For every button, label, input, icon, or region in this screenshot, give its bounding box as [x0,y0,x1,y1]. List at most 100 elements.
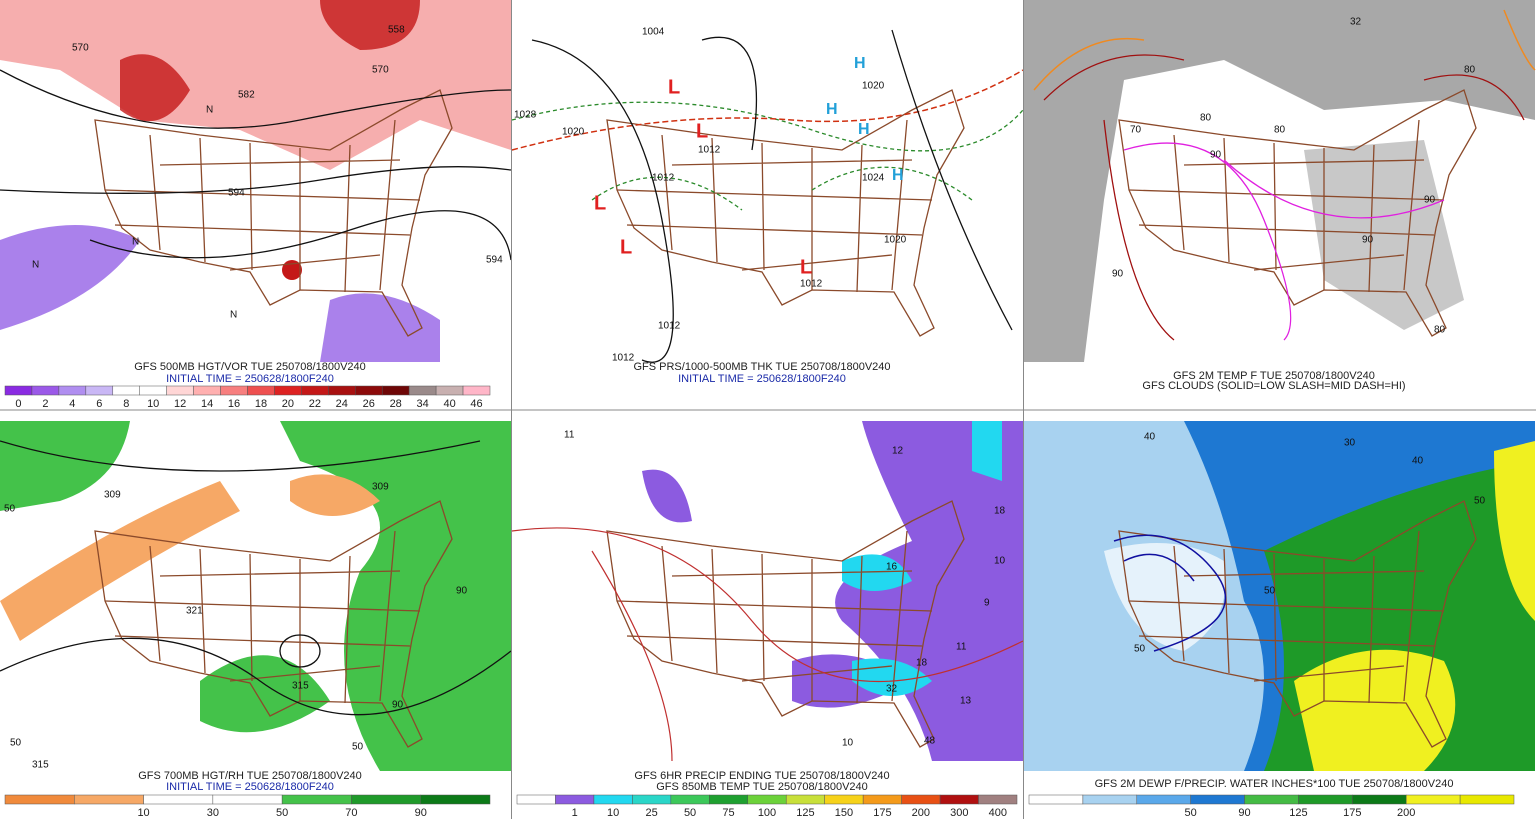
caption: GFS 700MB HGT/RH TUE 250708/1800V240 [138,770,362,782]
colorbar-cell [555,794,595,805]
low-marker: L [620,236,632,258]
map-label: 315 [292,681,309,692]
map-label: N [32,260,39,271]
caption: INITIAL TIME = 250628/1800F240 [678,373,846,385]
map-label: 309 [372,482,389,493]
colorbar-cell [193,385,221,396]
colorbar-cell [85,385,114,396]
colorbar-cell [516,794,556,805]
colorbar-cell [593,794,633,805]
colorbar-cell [4,385,33,396]
caption: GFS CLOUDS (SOLID=LOW SLASH=MID DASH=HI) [1142,380,1405,392]
map-label: 80 [1274,125,1286,136]
colorbar: 1 10 25 50 75 100 125 150 175 200 300 400 [516,794,1018,819]
map-label: 80 [1464,65,1476,76]
map-label: 1004 [642,27,665,38]
colorbar-cell [355,385,383,396]
colorbar-label: 10 [607,807,619,819]
caption: INITIAL TIME = 250628/1800F240 [166,781,334,793]
map-label: 32 [886,684,898,695]
map-label: 9 [984,598,990,609]
colorbar-cell [281,794,352,805]
colorbar-cell [220,385,248,396]
colorbar-cell [351,794,421,805]
vorticity-max [120,0,420,122]
colorbar: 50 90 125 175 200 [1028,794,1515,819]
colorbar-label: 26 [363,398,375,410]
colorbar-label: 22 [309,398,321,410]
colorbar-cell [420,794,491,805]
map-label: 321 [186,606,203,617]
colorbar-label: 18 [255,398,267,410]
colorbar-cell [1405,794,1461,805]
map-label: N [132,237,139,248]
colorbar-label: 1 [572,807,578,819]
high-marker: H [826,101,838,118]
colorbar-cell [166,385,194,396]
colorbar-label: 12 [174,398,186,410]
map-label: 13 [960,696,972,707]
map-label: 558 [388,25,405,36]
colorbar-label: 200 [1397,807,1415,819]
colorbar-cell [824,794,864,805]
map-label: 1012 [658,321,681,332]
colorbar-label: 300 [950,807,968,819]
height-contours [0,440,512,716]
caption: GFS 2M DEWP F/PRECIP. WATER INCHES*100 T… [1095,778,1454,790]
map-label: 48 [924,736,936,747]
isobars [531,29,1013,363]
colorbar-cell [4,794,75,805]
high-marker: H [854,55,866,72]
colorbar-label: 125 [796,807,814,819]
colorbar-label: 175 [1343,807,1361,819]
map-label: 40 [1412,456,1424,467]
colorbar-label: 50 [1185,807,1197,819]
colorbar-label: 200 [912,807,930,819]
colorbar-cell [709,794,749,805]
map-label: 1012 [612,353,635,364]
dewpoint-contours [1113,534,1227,652]
colorbar-cell [247,385,275,396]
map-label: 32 [1350,17,1362,28]
colorbar-cell [1190,794,1245,805]
mid-clouds [1304,140,1464,330]
colorbar-cell [301,385,329,396]
low-marker: L [594,192,606,214]
map-label: 594 [486,255,503,266]
colorbar-label: 8 [123,398,129,410]
colorbar-cell [462,385,491,396]
colorbar-cell [978,794,1018,805]
colorbar-cell [212,794,283,805]
rh-dry [0,474,380,641]
map-label: 40 [1144,432,1156,443]
vort-center [282,260,302,280]
map-label: 80 [1434,325,1446,336]
colorbar-label: 10 [137,807,149,819]
colorbar: 0 2 4 6 8 10 12 14 16 18 20 22 24 26 28 34 40 46 [4,385,491,410]
panel-500mb: 570 582 594 570 558 594 N N N N GFS 500M… [0,0,512,410]
map-label: 309 [104,490,121,501]
map-label: 570 [72,43,89,54]
map-label: N [230,310,237,321]
colorbar-cell [408,385,437,396]
colorbar-cell [1136,794,1191,805]
map-label: 50 [1474,496,1486,507]
colorbar-cell [1244,794,1299,805]
colorbar-label: 34 [417,398,429,410]
map-label: 10 [994,556,1006,567]
rh-moist [0,421,511,771]
map-label: 1012 [652,173,675,184]
panel-2m-temp: 80 70 90 90 80 90 80 90 80 32 GFS 2M TEM… [1024,0,1536,392]
temp-70 [1033,9,1536,91]
map-label: 12 [892,446,904,457]
map-label: 50 [1134,644,1146,655]
colorbar-cell [139,385,167,396]
colorbar-cell [670,794,710,805]
map-label: 50 [4,504,16,515]
colorbar-cell [1352,794,1407,805]
colorbar-cell [862,794,902,805]
map-label: 11 [564,430,575,441]
map-label: N [206,105,213,116]
map-label: 90 [1112,269,1124,280]
